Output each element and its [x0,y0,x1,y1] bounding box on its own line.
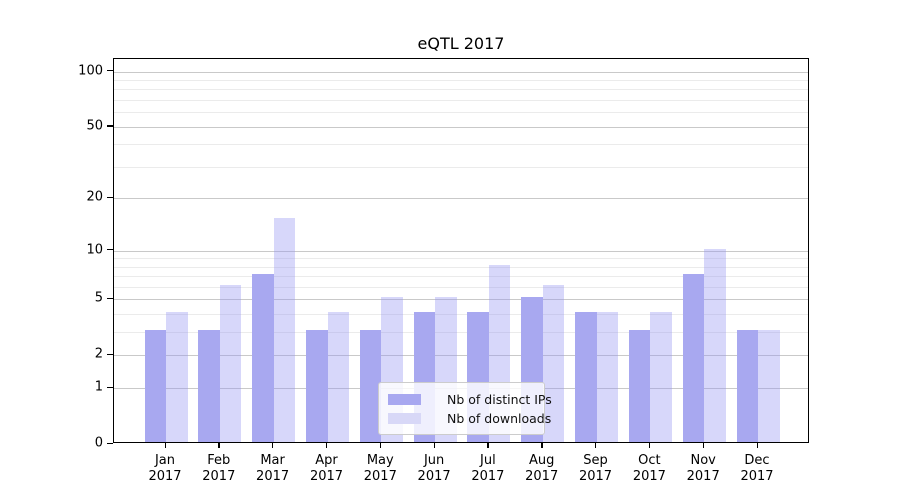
legend-swatch-distinct-ips [388,394,421,405]
x-tick-mark [164,443,166,448]
plot-area: Nb of distinct IPs Nb of downloads [113,58,809,443]
y-tick-label: 0 [94,435,103,451]
x-tick-label-dec: Dec 2017 [740,453,774,484]
y-tick-label: 5 [94,290,103,306]
x-tick-mark [595,443,597,448]
y-tick-label: 1 [94,379,103,395]
y-tick-mark [107,70,113,72]
x-tick-label-jan: Jan 2017 [148,453,182,484]
y-tick-mark [107,249,113,251]
gridline-major [114,299,808,301]
y-tick-label: 100 [78,63,103,79]
y-tick-label: 50 [86,118,103,134]
bar-downloads-aug [542,285,565,442]
x-tick-label-apr: Apr 2017 [309,453,344,484]
gridline-minor [114,314,808,316]
bar-downloads-apr [327,312,349,442]
x-tick-mark [648,443,651,448]
bar-downloads-oct [650,312,672,442]
bar-downloads-mar [273,218,296,442]
x-tick-label-feb: Feb 2017 [202,453,236,484]
y-tick-mark [107,297,113,300]
bar-ips-apr [306,330,328,442]
gridline-minor [114,89,808,91]
bar-ips-sep [575,312,597,442]
bar-downloads-nov [704,248,726,442]
y-tick-mark [107,386,113,388]
x-tick-mark [702,443,705,448]
gridline-major [114,355,808,357]
x-tick-label-jun: Jun 2017 [417,453,451,484]
gridline-minor [114,166,808,168]
bar-ips-jan [144,330,166,442]
chart-title: eQTL 2017 [417,34,505,53]
legend-label-distinct-ips: Nb of distinct IPs [447,392,552,407]
x-tick-mark [756,443,758,448]
bar-ips-mar [252,274,274,442]
x-tick-label-mar: Mar 2017 [256,453,290,484]
x-tick-label-aug: Aug 2017 [525,453,559,484]
gridline-minor [114,144,808,146]
x-tick-mark [487,443,489,448]
gridline-minor [114,258,808,260]
x-tick-mark [541,443,543,448]
bar-downloads-sep [596,312,618,442]
bar-downloads-dec [758,330,780,442]
y-tick-label: 2 [94,346,103,362]
legend: Nb of distinct IPs Nb of downloads [378,382,552,435]
x-tick-mark [272,443,274,448]
gridline-minor [114,276,808,278]
bar-ips-dec [736,330,758,442]
x-tick-label-sep: Sep 2017 [578,453,613,484]
y-tick-mark [107,196,113,199]
x-tick-mark [218,443,220,448]
x-tick-label-nov: Nov 2017 [686,453,720,484]
x-tick-label-oct: Oct 2017 [632,453,666,484]
bar-downloads-jan [166,312,188,442]
y-tick-label: 10 [86,242,103,257]
gridline-minor [114,100,808,101]
bar-ips-nov [682,274,705,442]
x-tick-mark [379,443,382,448]
gridline-major [114,71,808,73]
gridline-minor [114,112,808,114]
gridline-minor [114,266,808,268]
gridline-major [114,250,808,252]
bar-downloads-feb [219,285,242,442]
bar-ips-may [359,330,382,442]
x-tick-mark [433,443,435,448]
gridline-minor [114,80,808,81]
y-tick-label: 20 [86,189,103,205]
y-tick-mark [107,442,113,444]
x-tick-mark [326,443,328,448]
bar-ips-oct [628,330,651,442]
gridline-major [114,126,808,128]
legend-entry-distinct-ips: Nb of distinct IPs [388,390,552,409]
legend-entry-downloads: Nb of downloads [388,409,551,428]
gridline-minor [114,332,808,334]
gridline-minor [114,287,808,288]
legend-swatch-downloads [388,413,421,424]
x-tick-label-may: May 2017 [363,453,397,484]
y-tick-mark [107,125,113,127]
gridline-major [114,198,808,200]
bar-ips-feb [198,330,220,442]
y-tick-mark [107,353,113,356]
x-tick-label-jul: Jul 2017 [471,453,505,484]
legend-label-downloads: Nb of downloads [447,411,552,426]
